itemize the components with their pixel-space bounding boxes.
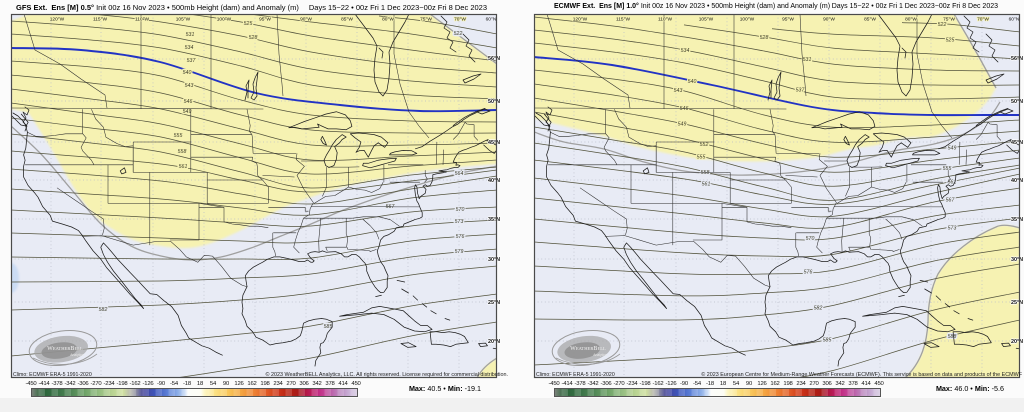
svg-text:80°W: 80°W [382, 17, 394, 23]
svg-text:90°W: 90°W [300, 17, 312, 23]
svg-text:555: 555 [174, 133, 183, 139]
svg-text:60°N: 60°N [1009, 17, 1020, 23]
svg-text:95°W: 95°W [782, 17, 794, 23]
svg-text:WEATHERBELL: WEATHERBELL [570, 346, 606, 352]
svg-text:525: 525 [244, 21, 253, 27]
svg-text:558: 558 [178, 149, 187, 155]
svg-text:573: 573 [948, 225, 957, 231]
svg-text:570: 570 [456, 207, 465, 213]
svg-text:564: 564 [455, 171, 464, 177]
svg-text:537: 537 [796, 87, 806, 93]
svg-text:549: 549 [183, 109, 192, 115]
svg-text:56°N: 56°N [1011, 56, 1023, 62]
svg-text:561: 561 [948, 179, 957, 185]
svg-text:522: 522 [454, 31, 463, 37]
svg-text:100°W: 100°W [217, 17, 232, 23]
svg-text:90°W: 90°W [823, 17, 835, 23]
svg-text:25°N: 25°N [488, 300, 500, 306]
svg-text:588: 588 [948, 334, 957, 340]
svg-text:20°N: 20°N [488, 339, 500, 345]
svg-text:56°N: 56°N [488, 56, 500, 62]
svg-text:582: 582 [99, 307, 108, 313]
svg-text:558: 558 [701, 170, 710, 176]
svg-text:50°N: 50°N [1011, 99, 1023, 105]
svg-text:531: 531 [803, 57, 812, 63]
svg-text:75°W: 75°W [943, 17, 955, 23]
svg-text:534: 534 [681, 48, 690, 54]
svg-text:115°W: 115°W [616, 17, 631, 23]
svg-text:20°N: 20°N [1011, 339, 1023, 345]
svg-text:555: 555 [697, 154, 706, 160]
svg-text:75°W: 75°W [420, 17, 432, 23]
svg-text:552: 552 [700, 142, 709, 148]
svg-text:40°N: 40°N [488, 178, 500, 184]
svg-text:570: 570 [806, 236, 815, 242]
svg-text:115°W: 115°W [93, 17, 108, 23]
svg-text:567: 567 [946, 197, 956, 203]
svg-text:522: 522 [938, 22, 947, 28]
svg-text:549: 549 [678, 122, 687, 128]
svg-text:35°N: 35°N [488, 217, 500, 223]
svg-text:45°N: 45°N [1011, 140, 1023, 146]
svg-text:573: 573 [455, 219, 464, 225]
svg-text:549: 549 [948, 145, 957, 151]
svg-text:543: 543 [185, 83, 194, 89]
svg-text:50°N: 50°N [488, 99, 500, 105]
svg-text:105°W: 105°W [176, 17, 191, 23]
svg-text:546: 546 [680, 106, 689, 112]
svg-text:105°W: 105°W [699, 17, 714, 23]
svg-text:110°W: 110°W [658, 17, 673, 23]
svg-text:85°W: 85°W [864, 17, 876, 23]
svg-text:45°N: 45°N [488, 140, 500, 146]
svg-text:95°W: 95°W [259, 17, 271, 23]
svg-text:70°W: 70°W [454, 17, 466, 23]
svg-text:35°N: 35°N [1011, 217, 1023, 223]
svg-text:80°W: 80°W [905, 17, 917, 23]
svg-text:540: 540 [688, 79, 697, 85]
svg-text:120°W: 120°W [573, 17, 588, 23]
svg-text:531: 531 [186, 32, 195, 38]
svg-text:110°W: 110°W [135, 17, 150, 23]
svg-text:120°W: 120°W [50, 17, 65, 23]
svg-text:528: 528 [760, 35, 769, 41]
svg-text:30°N: 30°N [1011, 257, 1023, 263]
svg-text:579: 579 [455, 249, 464, 255]
svg-text:60°N: 60°N [486, 17, 497, 23]
svg-text:100°W: 100°W [740, 17, 755, 23]
svg-text:40°N: 40°N [1011, 178, 1023, 184]
svg-text:561: 561 [179, 164, 188, 170]
svg-text:Analytics: Analytics [70, 353, 84, 357]
svg-text:582: 582 [814, 305, 823, 311]
svg-text:555: 555 [943, 166, 952, 172]
svg-text:Analytics: Analytics [593, 353, 607, 357]
svg-text:546: 546 [184, 99, 193, 105]
svg-text:70°W: 70°W [977, 17, 989, 23]
svg-text:585: 585 [823, 337, 832, 343]
svg-text:534: 534 [185, 45, 194, 51]
svg-text:85°W: 85°W [341, 17, 353, 23]
svg-text:561: 561 [702, 181, 711, 187]
svg-text:576: 576 [456, 234, 465, 240]
svg-text:30°N: 30°N [488, 257, 500, 263]
svg-text:WEATHERBELL: WEATHERBELL [47, 346, 83, 352]
svg-text:528: 528 [249, 35, 258, 41]
svg-text:540: 540 [183, 70, 192, 76]
svg-text:543: 543 [674, 88, 683, 94]
svg-text:537: 537 [187, 58, 197, 64]
svg-text:25°N: 25°N [1011, 300, 1023, 306]
svg-text:585: 585 [324, 324, 333, 330]
svg-text:525: 525 [946, 37, 955, 43]
svg-text:576: 576 [804, 270, 813, 276]
